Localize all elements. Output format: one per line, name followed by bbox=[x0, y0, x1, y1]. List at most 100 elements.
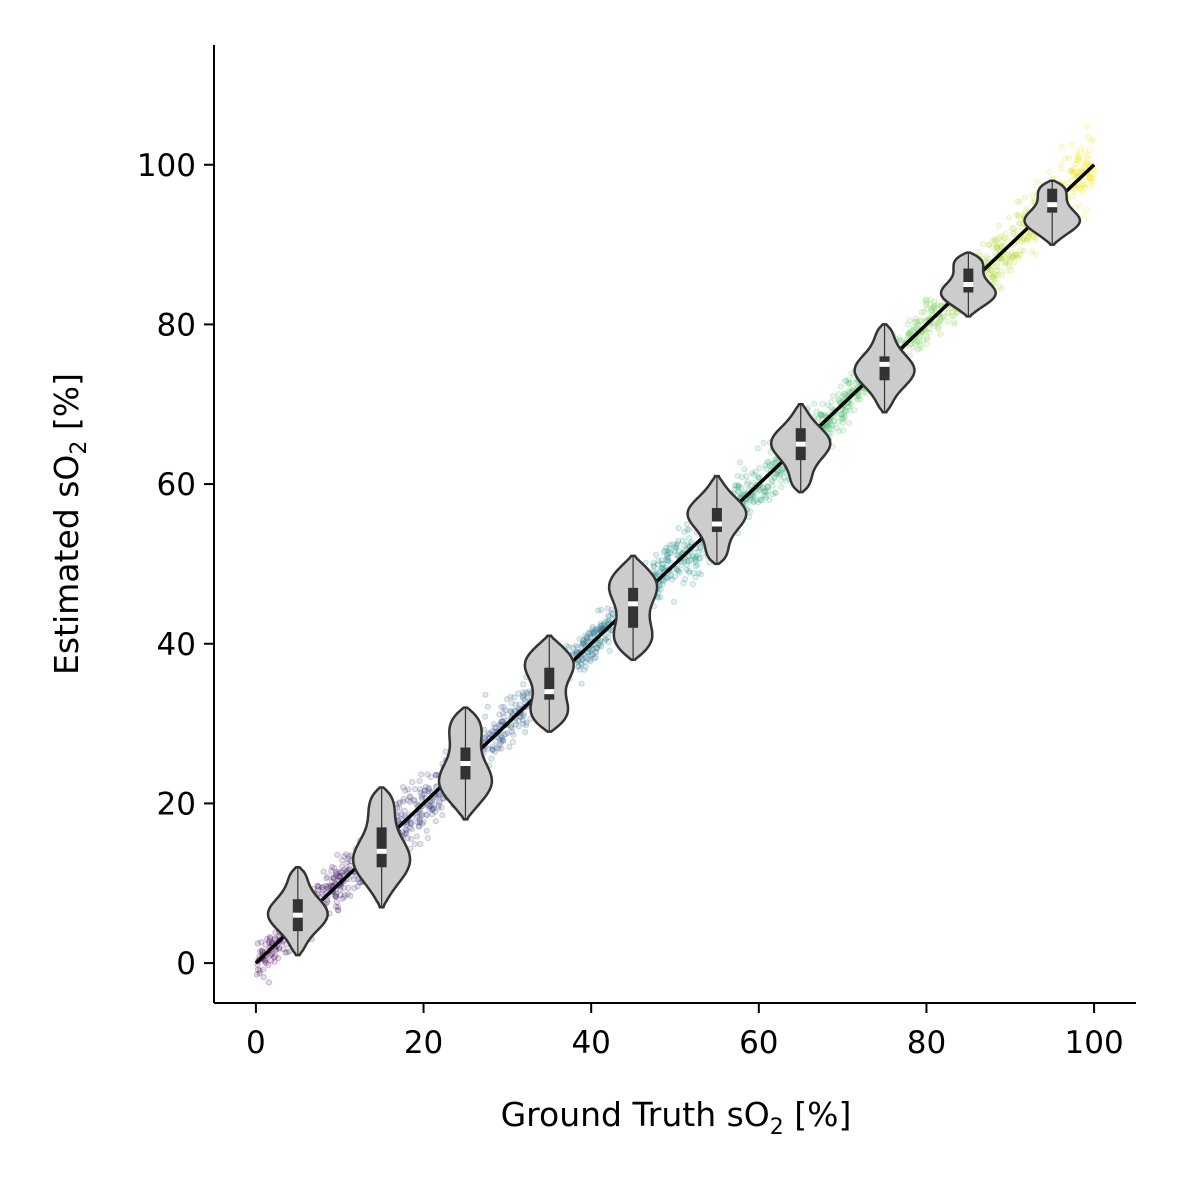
scatter-point bbox=[857, 396, 864, 403]
scatter-point bbox=[997, 267, 1004, 274]
scatter-point bbox=[517, 714, 525, 721]
scatter-point bbox=[684, 558, 691, 565]
scatter-point bbox=[422, 787, 429, 794]
scatter-point bbox=[578, 680, 585, 687]
scatter-point bbox=[675, 538, 682, 545]
scatter-point bbox=[282, 949, 289, 956]
scatter-point bbox=[986, 271, 993, 278]
scatter-point bbox=[322, 882, 329, 889]
scatter-point bbox=[916, 317, 923, 324]
scatter-point bbox=[1019, 237, 1026, 244]
scatter-point bbox=[663, 544, 670, 551]
scatter-point bbox=[351, 876, 358, 883]
scatter-point bbox=[589, 626, 596, 633]
scatter-point bbox=[418, 810, 425, 818]
scatter-point bbox=[333, 870, 341, 877]
scatter-point bbox=[327, 883, 334, 890]
violin-45 bbox=[607, 554, 659, 661]
scatter-point bbox=[495, 745, 502, 752]
scatter-point bbox=[1032, 236, 1039, 243]
scatter-point bbox=[663, 574, 671, 582]
scatter-point bbox=[1015, 254, 1022, 261]
scatter-point bbox=[425, 788, 432, 795]
scatter-point bbox=[777, 477, 784, 484]
scatter-point bbox=[846, 389, 853, 396]
scatter-point bbox=[817, 410, 824, 417]
scatter-point bbox=[1072, 157, 1080, 164]
scatter-point bbox=[572, 642, 580, 649]
scatter-point bbox=[345, 891, 352, 898]
scatter-point bbox=[818, 412, 825, 419]
scatter-point bbox=[776, 471, 783, 478]
scatter-point bbox=[665, 558, 672, 565]
scatter-point bbox=[913, 339, 921, 346]
scatter-point bbox=[488, 755, 495, 762]
scatter-point bbox=[336, 873, 343, 880]
scatter-point bbox=[905, 330, 912, 337]
scatter-point bbox=[923, 301, 930, 308]
scatter-point bbox=[1076, 203, 1083, 210]
scatter-point bbox=[675, 525, 682, 532]
scatter-point bbox=[431, 808, 439, 815]
scatter-point bbox=[1020, 236, 1027, 243]
scatter-point bbox=[1011, 259, 1018, 266]
scatter-point bbox=[1077, 145, 1084, 152]
scatter-point bbox=[590, 630, 597, 637]
scatter-point bbox=[945, 309, 952, 316]
scatter-point bbox=[336, 868, 343, 876]
scatter-point bbox=[429, 798, 436, 805]
scatter-point bbox=[678, 561, 685, 569]
scatter-point bbox=[945, 309, 952, 317]
scatter-point bbox=[686, 567, 693, 575]
scatter-point bbox=[601, 638, 608, 645]
scatter-point bbox=[421, 790, 428, 798]
scatter-point bbox=[674, 552, 682, 559]
scatter-point bbox=[931, 302, 938, 309]
y-tick-label: 60 bbox=[157, 467, 196, 503]
scatter-point bbox=[416, 819, 423, 826]
scatter-point bbox=[750, 480, 757, 487]
scatter-point bbox=[332, 872, 339, 880]
scatter-point bbox=[324, 884, 331, 891]
scatter-point bbox=[1083, 161, 1090, 168]
scatter-point bbox=[319, 884, 326, 891]
scatter-point bbox=[1071, 164, 1078, 171]
scatter-point bbox=[845, 380, 852, 387]
scatter-point bbox=[522, 721, 530, 729]
scatter-point bbox=[489, 746, 496, 754]
scatter-point bbox=[586, 629, 593, 636]
scatter-point bbox=[1006, 214, 1013, 221]
scatter-point bbox=[933, 319, 941, 326]
scatter-point bbox=[771, 459, 778, 466]
violin-iqr-box bbox=[963, 268, 974, 293]
scatter-point bbox=[1008, 248, 1015, 255]
scatter-point bbox=[402, 787, 409, 794]
scatter-point bbox=[1075, 152, 1082, 159]
scatter-point bbox=[781, 474, 788, 481]
scatter-point bbox=[850, 385, 857, 392]
scatter-point bbox=[842, 392, 850, 399]
scatter-point bbox=[814, 415, 822, 422]
x-tick-label: 100 bbox=[1065, 1025, 1124, 1061]
scatter-point bbox=[846, 403, 853, 410]
scatter-point bbox=[769, 491, 776, 498]
scatter-point bbox=[989, 273, 996, 280]
scatter-point bbox=[999, 255, 1006, 262]
scatter-point bbox=[430, 805, 437, 812]
scatter-point bbox=[921, 308, 928, 315]
scatter-point bbox=[400, 784, 407, 791]
scatter-point bbox=[498, 745, 505, 752]
scatter-point bbox=[664, 547, 671, 554]
scatter-point bbox=[429, 811, 436, 818]
scatter-point bbox=[512, 701, 519, 708]
scatter-point bbox=[758, 497, 765, 504]
scatter-point bbox=[658, 565, 665, 572]
scatter-point bbox=[606, 647, 613, 654]
scatter-point bbox=[578, 656, 586, 663]
scatter-point bbox=[759, 485, 766, 492]
scatter-point bbox=[520, 720, 527, 727]
scatter-point bbox=[605, 639, 612, 646]
scatter-point bbox=[520, 710, 528, 717]
scatter-point bbox=[498, 718, 506, 725]
scatter-point bbox=[416, 777, 423, 785]
